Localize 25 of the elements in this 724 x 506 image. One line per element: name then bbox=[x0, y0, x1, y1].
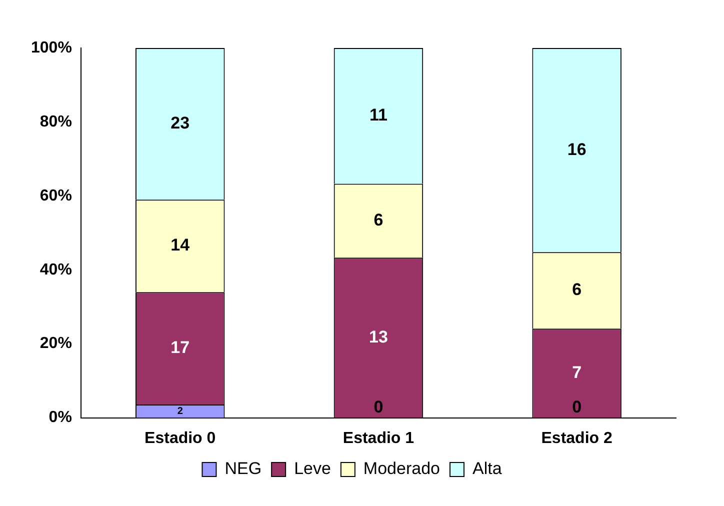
x-tick-label: Estadio 0 bbox=[144, 430, 216, 447]
y-tick-label: 100% bbox=[31, 39, 72, 56]
legend-label: Alta bbox=[472, 459, 502, 478]
annotation: 17 bbox=[170, 338, 190, 357]
legend-label: Leve bbox=[294, 459, 331, 478]
annotation: 16 bbox=[567, 140, 586, 159]
x-tick-label: Estadio 1 bbox=[342, 430, 414, 447]
annotation: 0 bbox=[572, 397, 582, 416]
annotation: 0 bbox=[374, 397, 384, 416]
annotation: 13 bbox=[369, 327, 388, 346]
annotation: 23 bbox=[170, 113, 190, 132]
y-tick-label: 40% bbox=[40, 261, 72, 278]
annotation: 2 bbox=[177, 406, 184, 417]
annotation: 6 bbox=[374, 210, 384, 230]
y-tick-label: 20% bbox=[40, 335, 72, 352]
y-tick-label: 0% bbox=[48, 409, 72, 426]
y-tick-label: 80% bbox=[40, 113, 72, 130]
annotation: 7 bbox=[572, 362, 582, 382]
legend-label: NEG bbox=[224, 459, 262, 478]
legend-label: Moderado bbox=[363, 459, 440, 478]
annotation: 11 bbox=[369, 106, 388, 125]
x-tick-label: Estadio 2 bbox=[541, 430, 612, 447]
annotation: 6 bbox=[572, 280, 582, 300]
annotation: 14 bbox=[170, 236, 190, 255]
y-tick-label: 60% bbox=[40, 187, 72, 204]
